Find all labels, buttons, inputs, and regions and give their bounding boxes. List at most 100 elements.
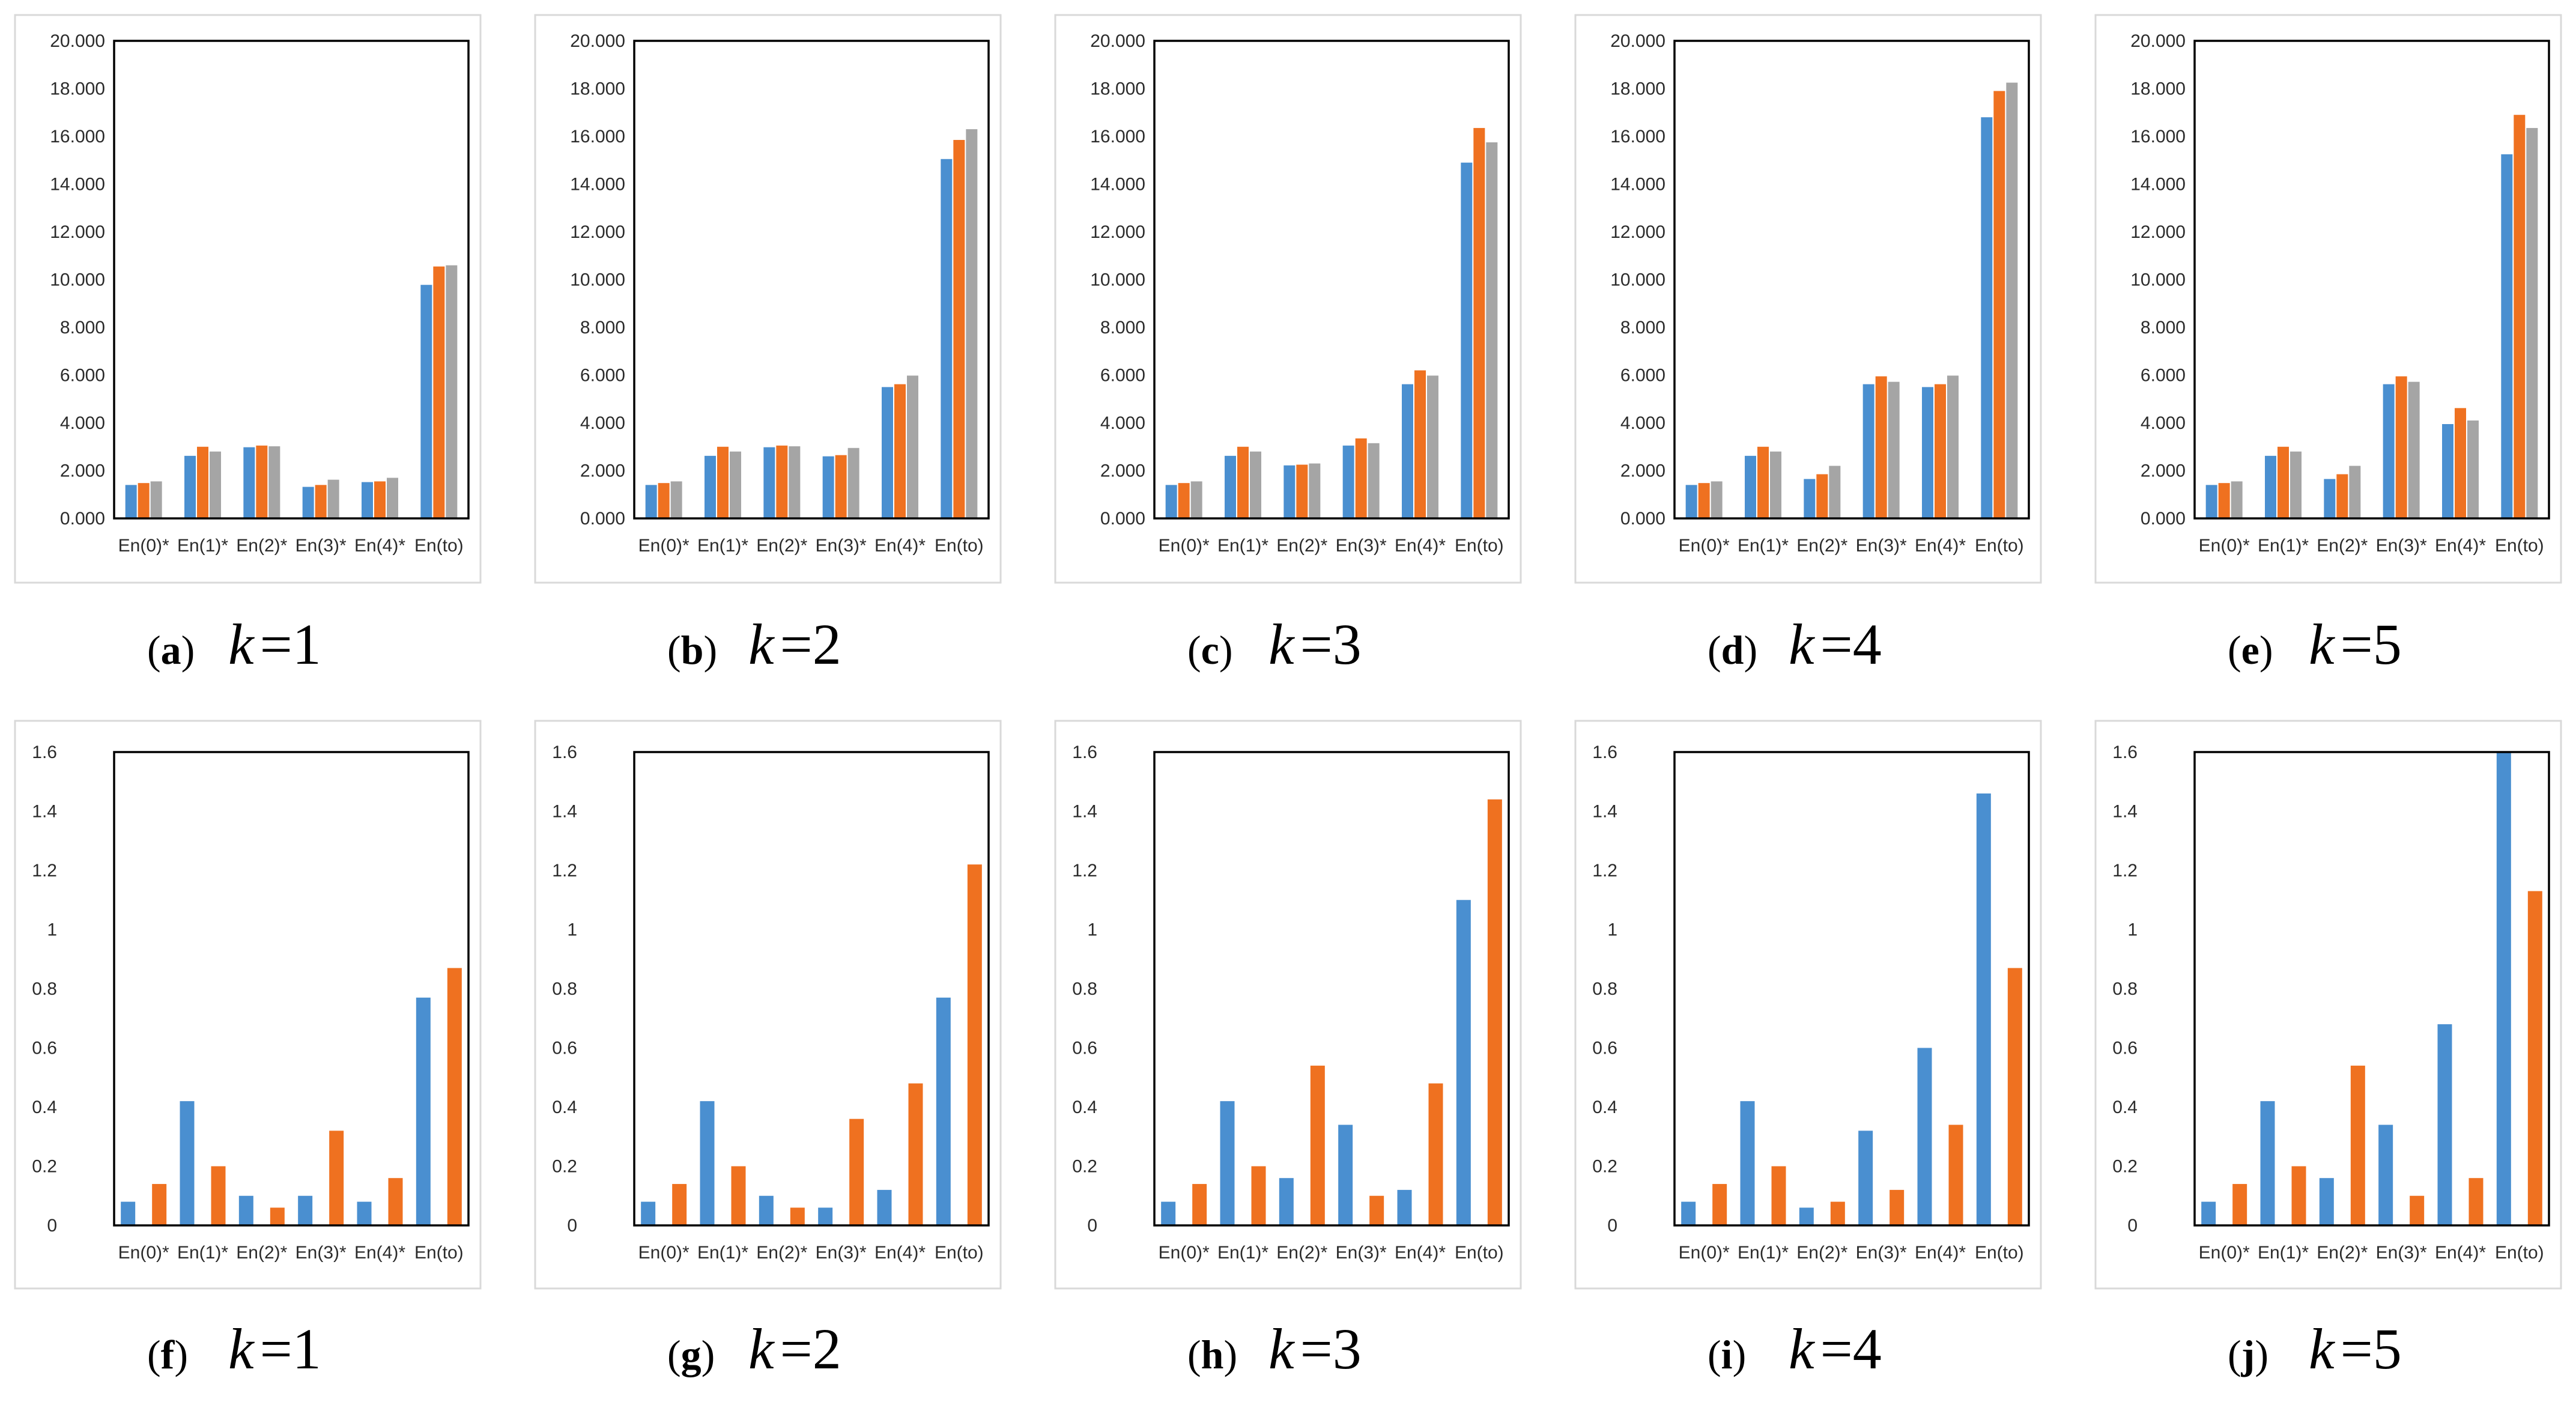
bar-en3-series-2 (315, 485, 327, 518)
bar-en4-series-1 (2437, 1024, 2452, 1225)
y-tick-label: 14.000 (1090, 175, 1145, 195)
y-tick-label: 6.000 (1100, 366, 1145, 386)
y-tick-label: 0.6 (2112, 1039, 2138, 1058)
y-tick-label: 16.000 (50, 127, 105, 147)
bar-en4-series-2 (894, 384, 906, 518)
bar-ento-series-2 (1993, 91, 2005, 519)
bar-ento-series-1 (1456, 900, 1471, 1225)
x-category-label: En(0)* (2199, 536, 2250, 556)
panel-caption-letter: (d) (1708, 627, 1757, 673)
bar-ento-series-1 (941, 159, 953, 518)
plot-area-border (1153, 751, 1510, 1227)
y-tick-label: 2.000 (1100, 461, 1145, 481)
y-tick-label: 0 (2127, 1216, 2138, 1236)
panel-caption-letter: (b) (667, 627, 717, 673)
plot-area-border (1673, 751, 2030, 1227)
bar-en0-series-2 (1192, 1184, 1207, 1225)
x-category-label: En(to) (2495, 536, 2544, 556)
y-tick-label: 8.000 (60, 318, 105, 338)
y-tick-label: 0 (47, 1216, 57, 1236)
y-tick-label: 0.8 (2112, 979, 2138, 999)
x-category-label: En(0)* (638, 1243, 689, 1263)
bar-en2-series-2 (270, 1207, 285, 1225)
bar-ento-series-3 (2526, 128, 2538, 518)
bar-en2-series-2 (2336, 474, 2348, 518)
bar-en4-series-3 (1427, 375, 1438, 518)
panel-caption-letter: (h) (1187, 1332, 1237, 1377)
bar-en2-series-1 (1283, 465, 1296, 518)
bar-en1-series-1 (180, 1101, 195, 1225)
caption-variable: k (228, 612, 255, 676)
chart-panel-c: 0.000 2.000 4.000 6.000 8.000 10.000 12.000 14.… (1054, 14, 1522, 676)
y-tick-label: 1.6 (32, 742, 57, 762)
x-category-label: En(2)* (236, 1243, 287, 1263)
y-tick-label: 0.8 (1592, 979, 1617, 999)
x-category-label: En(0)* (1679, 536, 1730, 556)
x-category-label: En(3)* (1336, 536, 1387, 556)
bar-en1-series-2 (1251, 1166, 1266, 1225)
bar-ento-series-3 (446, 265, 458, 518)
caption-equation: =4 (1820, 612, 1882, 676)
x-category-label: En(0)* (2199, 1243, 2250, 1263)
bar-en4-series-2 (2455, 408, 2466, 518)
caption-equation: =5 (2341, 1317, 2402, 1381)
x-category-label: En(0)* (1159, 536, 1210, 556)
x-category-label: En(2)* (756, 536, 807, 556)
y-tick-label: 0.4 (2112, 1097, 2138, 1117)
y-tick-label: 10.000 (1090, 270, 1145, 290)
y-tick-label: 1.4 (1072, 802, 1097, 822)
x-category-label: En(3)* (1856, 1243, 1907, 1263)
y-tick-label: 1.2 (2112, 861, 2138, 881)
y-tick-label: 8.000 (580, 318, 625, 338)
bar-en3-series-1 (822, 456, 834, 518)
y-tick-label: 6.000 (60, 366, 105, 386)
plot-area-border (2193, 40, 2550, 520)
bar-en2-series-1 (1804, 479, 1816, 518)
bar-en0-series-3 (1711, 481, 1723, 518)
y-tick-label: 0.8 (1072, 979, 1097, 999)
y-tick-label: 0.4 (1592, 1097, 1617, 1117)
bar-en3-series-2 (2410, 1195, 2425, 1225)
y-tick-label: 1.2 (552, 861, 577, 881)
bar-en3-series-3 (327, 479, 339, 518)
y-tick-label: 18.000 (1610, 79, 1665, 99)
panel-caption-k-value: k =1 (228, 1317, 321, 1381)
bar-en2-series-1 (2324, 479, 2336, 518)
bar-en4-series-1 (877, 1189, 892, 1225)
bar-en3-series-2 (1875, 376, 1887, 518)
panel-letter: f (161, 1332, 175, 1377)
y-tick-label: 10.000 (1610, 270, 1665, 290)
y-tick-label: 0.000 (1100, 509, 1145, 529)
bar-en4-series-2 (388, 1178, 403, 1225)
panel-letter: j (2241, 1332, 2255, 1377)
bar-ento-series-2 (953, 139, 965, 518)
bar-en2-series-1 (763, 447, 775, 518)
x-category-label: En(to) (935, 536, 984, 556)
panel-frame (1574, 720, 2042, 1290)
bar-en4-series-1 (882, 387, 893, 518)
y-tick-label: 0.2 (2112, 1157, 2138, 1177)
bar-en1-series-1 (705, 455, 716, 518)
y-tick-label: 0.2 (1592, 1157, 1617, 1177)
bar-en1-series-2 (717, 446, 729, 518)
bar-en0-series-3 (670, 481, 682, 518)
bar-en1-series-1 (2260, 1101, 2275, 1225)
bar-en4-series-3 (1947, 375, 1959, 518)
y-tick-label: 0.2 (32, 1157, 57, 1177)
bar-en4-series-3 (387, 478, 398, 518)
y-tick-label: 12.000 (1090, 222, 1145, 242)
x-category-label: En(3)* (2376, 536, 2427, 556)
bar-ento-series-1 (420, 285, 432, 518)
bar-en2-series-2 (776, 445, 788, 518)
bar-en4-series-1 (1402, 384, 1413, 518)
y-tick-label: 8.000 (1620, 318, 1665, 338)
caption-variable: k (2309, 612, 2336, 676)
y-tick-label: 1.4 (2112, 802, 2138, 822)
bar-en3-series-2 (849, 1118, 864, 1225)
caption-variable: k (748, 1317, 775, 1381)
y-tick-label: 14.000 (50, 175, 105, 195)
bar-en1-series-2 (1771, 1166, 1786, 1225)
y-tick-label: 1.2 (1072, 861, 1097, 881)
bar-en4-series-2 (1428, 1083, 1443, 1225)
